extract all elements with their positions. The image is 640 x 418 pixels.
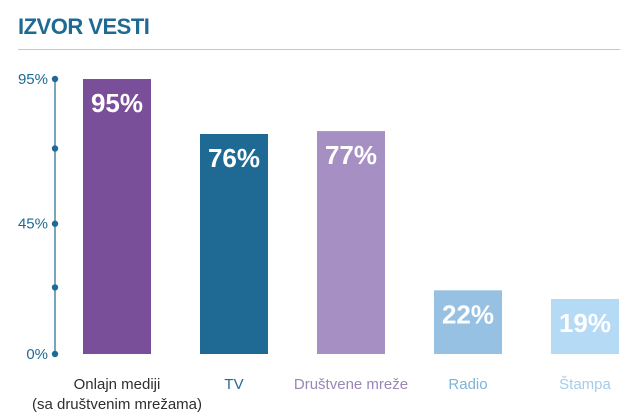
category-label-line: Društvene mreže [294, 376, 408, 393]
bar [551, 299, 619, 354]
bar-value-label: 22% [442, 299, 494, 329]
category-label: Onlajn mediji (sa društvenim mrežama) [32, 376, 202, 413]
y-axis: 95% 45% 0% [18, 71, 59, 363]
bar [434, 290, 502, 354]
category-label-line: TV [224, 376, 243, 393]
title-divider [18, 49, 620, 50]
y-axis-dot [51, 350, 59, 358]
category-label-line: (sa društvenim mrežama) [32, 396, 202, 413]
bar [200, 134, 268, 354]
category-label: Društvene mreže [294, 376, 408, 393]
bar-value-label: 19% [559, 308, 611, 338]
y-axis-dot [51, 284, 59, 291]
y-axis-dot [51, 75, 59, 83]
bar [317, 131, 385, 354]
y-tick-label: 95% [18, 71, 48, 88]
bar [83, 79, 151, 354]
category-label-line: Radio [448, 376, 487, 393]
category-label: TV [224, 376, 243, 393]
y-tick-label: 0% [26, 346, 48, 363]
category-label: Štampa [559, 376, 611, 393]
category-labels: Onlajn mediji (sa društvenim mrežama) TV Dr… [32, 376, 612, 413]
y-tick-label: 45% [18, 216, 48, 233]
bar-value-label: 95% [91, 88, 143, 118]
bar-value-label: 76% [208, 143, 260, 173]
category-label-line: Onlajn mediji [74, 376, 161, 393]
category-label-line: Štampa [559, 376, 611, 393]
bars: 95% 76% 77% 22% 19% [83, 79, 619, 354]
y-axis-dot [51, 145, 59, 152]
y-axis-dot [51, 220, 59, 227]
bar-value-label: 77% [325, 140, 377, 170]
category-label: Radio [448, 376, 487, 393]
chart-title: IZVOR VESTI [18, 14, 150, 39]
